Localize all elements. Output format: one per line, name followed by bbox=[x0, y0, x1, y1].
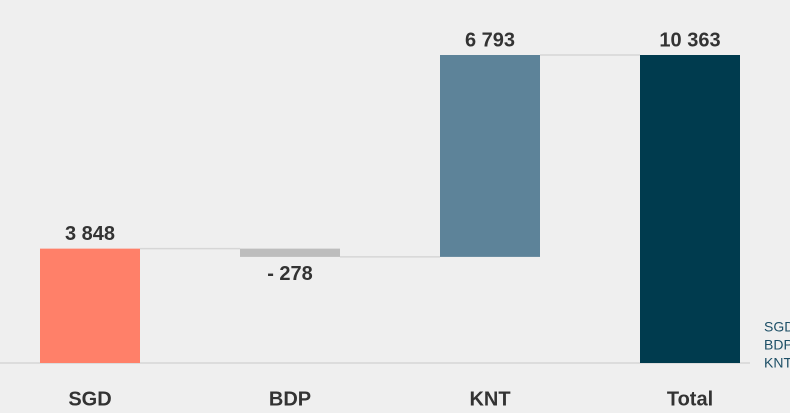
category-label: Total bbox=[667, 388, 713, 410]
value-label: 10 363 bbox=[659, 29, 720, 51]
category-label: SGD bbox=[68, 388, 111, 410]
legend-label: KNT bbox=[764, 355, 790, 371]
category-label: BDP bbox=[269, 388, 311, 410]
bar bbox=[240, 248, 340, 257]
value-label: 3 848 bbox=[65, 223, 115, 245]
category-label: KNT bbox=[469, 388, 510, 410]
bar bbox=[640, 55, 740, 363]
bar bbox=[440, 55, 540, 257]
value-label: 6 793 bbox=[465, 29, 515, 51]
bar bbox=[40, 248, 140, 363]
legend-label: BDP bbox=[764, 337, 790, 353]
value-label: - 278 bbox=[267, 263, 313, 285]
legend-label: SGD bbox=[764, 319, 790, 335]
